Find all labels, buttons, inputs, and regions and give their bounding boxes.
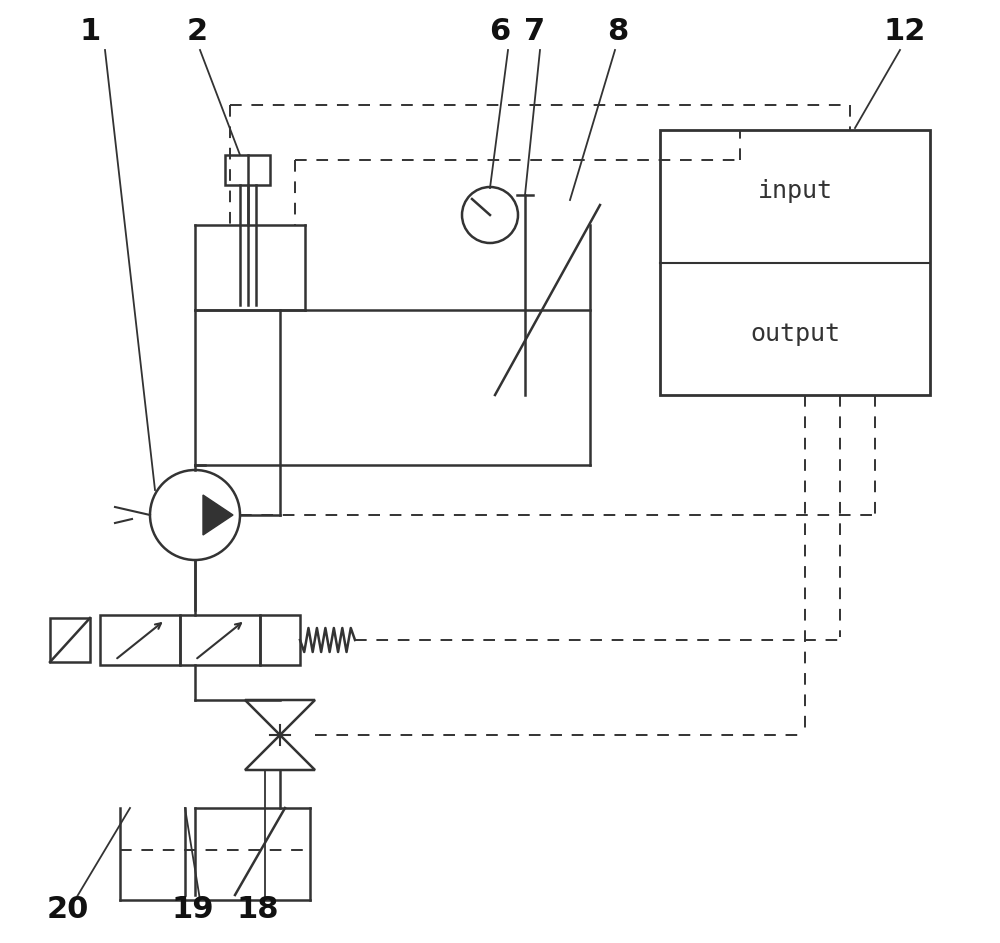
Text: 12: 12 — [884, 18, 926, 46]
Text: input: input — [758, 179, 832, 203]
Bar — [100, 615, 180, 665]
Text: 20: 20 — [47, 896, 89, 924]
Text: output: output — [750, 323, 840, 346]
Polygon shape — [203, 495, 233, 535]
Circle shape — [150, 470, 240, 560]
Text: 7: 7 — [524, 18, 546, 46]
Text: 2: 2 — [186, 18, 208, 46]
Text: 1: 1 — [79, 18, 101, 46]
Bar — [260, 615, 300, 665]
Circle shape — [462, 187, 518, 243]
Bar — [180, 615, 260, 665]
Text: 19: 19 — [172, 896, 214, 924]
Bar — [225, 155, 270, 185]
Text: 6: 6 — [489, 18, 511, 46]
Polygon shape — [245, 700, 315, 735]
Polygon shape — [245, 735, 315, 770]
Text: 18: 18 — [237, 896, 279, 924]
Bar — [660, 130, 930, 395]
Bar — [50, 618, 90, 662]
Text: 8: 8 — [607, 18, 629, 46]
